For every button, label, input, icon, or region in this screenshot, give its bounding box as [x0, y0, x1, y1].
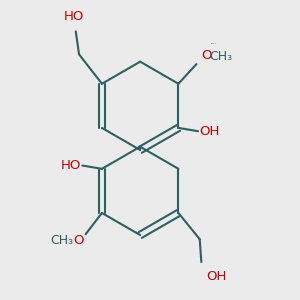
- Text: O: O: [201, 50, 212, 62]
- Text: HO: HO: [64, 10, 84, 23]
- Text: O: O: [74, 234, 84, 247]
- Text: OH: OH: [200, 125, 220, 138]
- Text: CH₃: CH₃: [209, 50, 232, 63]
- Text: CH₃: CH₃: [50, 234, 73, 247]
- Text: methoxy: methoxy: [211, 43, 218, 44]
- Text: OH: OH: [206, 270, 226, 283]
- Text: HO: HO: [60, 159, 81, 172]
